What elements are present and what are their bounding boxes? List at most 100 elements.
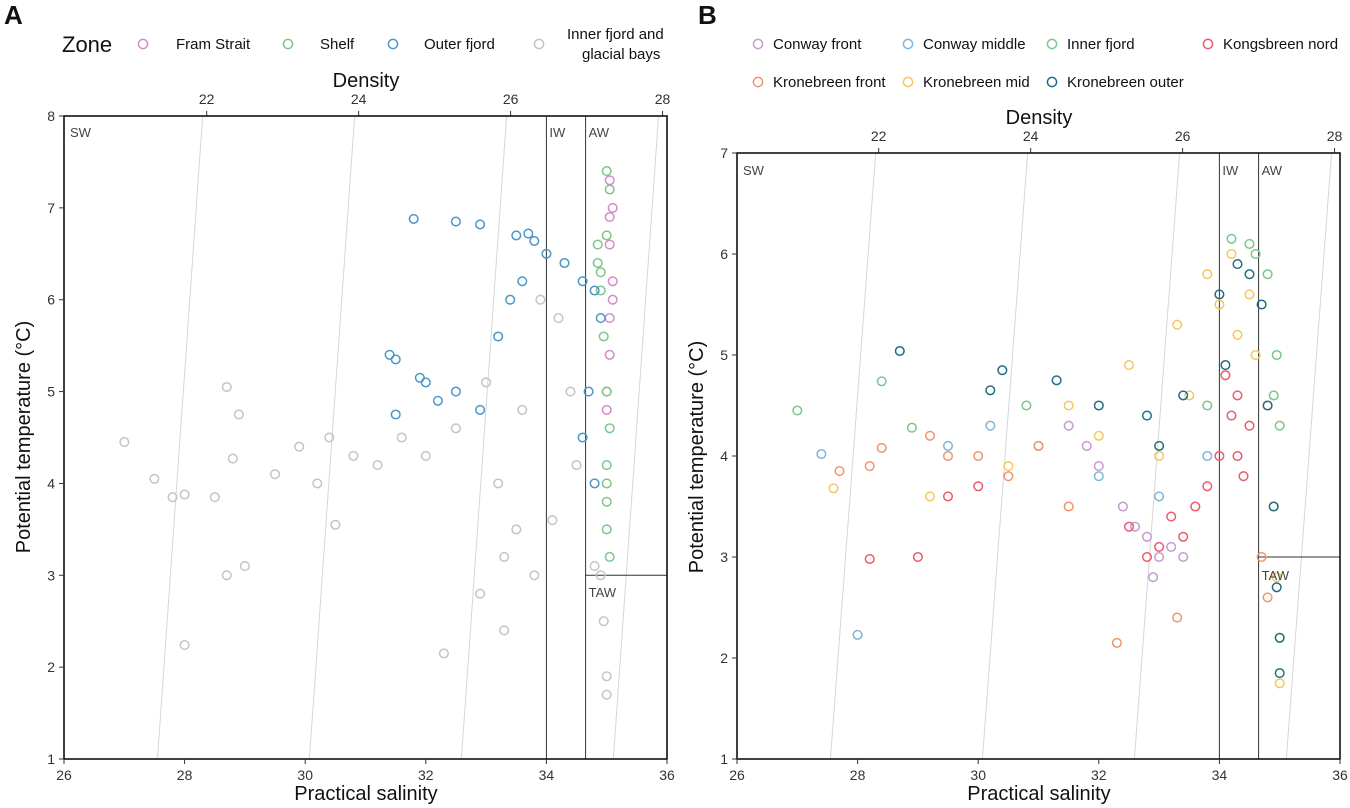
panel-a-series-shelf <box>592 166 615 562</box>
panel-a-point-outer-fjord-0 <box>408 213 419 224</box>
panel-b-series-kronebreen-outer <box>894 259 1285 679</box>
panel-b-point-kongsbreen-nord-5 <box>1214 450 1225 462</box>
panel-b-y-tick-label-7: 7 <box>720 145 728 161</box>
panel-a-point-shelf-12 <box>604 551 615 562</box>
panel-b-water-mass-taw: TAW <box>1262 568 1290 583</box>
legend-b-swatch-inner-fjord <box>1046 38 1058 50</box>
panel-b-point-kongsbreen-nord-6 <box>1226 410 1237 421</box>
panel-a-point-inner-fjord-and-glacial-bays-34 <box>601 671 612 682</box>
panel-a-density-label-26: 26 <box>503 91 519 107</box>
panel-b-point-conway-front-5 <box>1166 541 1177 552</box>
panel-a-x-tick-label-30: 30 <box>297 767 313 783</box>
panel-b-series-kongsbreen-nord <box>864 370 1255 565</box>
panel-a-y-tick-label-8: 8 <box>47 108 55 124</box>
panel-b-point-inner-fjord-2 <box>906 422 917 433</box>
panel-a-point-outer-fjord-24 <box>420 377 431 388</box>
panel-b-point-conway-middle-3 <box>985 420 996 431</box>
panel-a-point-fram-strait-5 <box>607 202 618 213</box>
panel-b-point-kongsbreen-nord-10 <box>1232 390 1243 401</box>
legend-b-swatch-kronebreen-outer <box>1046 76 1058 88</box>
panel-b-x-tick-label-30: 30 <box>970 767 986 783</box>
panel-a-point-shelf-6 <box>598 331 609 342</box>
panel-b-point-kronebreen-front-9 <box>1256 551 1267 563</box>
panel-a: A Zone Fram Strait Shelf Outer fjord Inn… <box>4 0 675 805</box>
panel-a-water-mass-iw: IW <box>549 125 566 140</box>
panel-a-point-shelf-10 <box>601 496 612 507</box>
panel-b-point-kronebreen-mid-10 <box>1244 289 1255 300</box>
panel-a-point-inner-fjord-and-glacial-bays-18 <box>499 551 510 562</box>
panel-a-series-fram-strait <box>601 175 618 415</box>
panel-b-point-kronebreen-outer-7 <box>1214 289 1225 300</box>
panel-b-point-kronebreen-outer-12 <box>1268 501 1279 512</box>
panel-b-x-label: Practical salinity <box>967 783 1110 805</box>
panel-b-point-inner-fjord-5 <box>1244 238 1255 249</box>
panel-a-isopycnal-22 <box>156 116 204 759</box>
panel-b-letter: B <box>698 0 717 30</box>
panel-a-point-outer-fjord-11 <box>517 276 528 287</box>
panel-a-isopycnal-26 <box>460 116 508 759</box>
panel-a-point-outer-fjord-2 <box>475 219 486 230</box>
legend-b-label-kronebreen-outer: Kronebreen outer <box>1067 74 1184 91</box>
panel-b-point-inner-fjord-0 <box>792 405 803 416</box>
panel-b-x-tick-label-34: 34 <box>1212 767 1228 783</box>
panel-b-point-kronebreen-front-4 <box>942 450 954 462</box>
panel-a-y-tick-label-5: 5 <box>47 384 55 400</box>
panel-a-point-outer-fjord-19 <box>595 313 606 324</box>
legend-b-swatch-conway-middle <box>902 38 914 50</box>
panel-a-point-inner-fjord-and-glacial-bays-5 <box>227 453 238 464</box>
panel-b: B Conway front Conway middle Inner fjord… <box>686 0 1348 805</box>
panel-a-x-tick-label-26: 26 <box>56 767 72 783</box>
legend-a-label-outer-fjord: Outer fjord <box>424 36 495 53</box>
panel-b-point-conway-front-0 <box>1063 420 1074 431</box>
panel-a-y-tick-label-1: 1 <box>47 751 55 767</box>
panel-b-point-kongsbreen-nord-1 <box>1154 541 1165 552</box>
panel-b-point-kronebreen-outer-15 <box>1274 668 1285 679</box>
panel-a-point-inner-fjord-and-glacial-bays-6 <box>269 469 281 480</box>
panel-b-point-kongsbreen-nord-0 <box>1123 521 1135 532</box>
panel-a-point-inner-fjord-and-glacial-bays-22 <box>179 640 190 651</box>
panel-b-x-tick-label-28: 28 <box>850 767 866 783</box>
panel-b-point-kronebreen-outer-1 <box>997 365 1008 376</box>
panel-b-point-kronebreen-outer-5 <box>1141 410 1153 421</box>
panel-b-point-inner-fjord-9 <box>1268 390 1279 401</box>
panel-b-point-kronebreen-front-1 <box>864 461 875 472</box>
panel-a-point-inner-fjord-and-glacial-bays-9 <box>324 432 335 443</box>
panel-b-point-kongsbreen-nord-12 <box>864 553 875 565</box>
panel-b-point-inner-fjord-8 <box>1274 420 1285 431</box>
panel-b-point-kronebreen-front-3 <box>924 430 936 441</box>
panel-a-point-shelf-0 <box>601 166 612 177</box>
panel-a-point-inner-fjord-and-glacial-bays-10 <box>348 450 359 461</box>
legend-b-swatch-kronebreen-front <box>752 76 764 88</box>
panel-b-isopycnal-24 <box>981 153 1029 759</box>
panel-a-isopycnal-24 <box>308 116 356 759</box>
panel-a-y-tick-label-7: 7 <box>47 200 55 216</box>
panel-a-point-inner-fjord-and-glacial-bays-24 <box>239 561 250 572</box>
panel-a-point-inner-fjord-and-glacial-bays-31 <box>571 460 582 471</box>
legend-b-swatch-kronebreen-mid <box>902 76 914 88</box>
panel-b-y-tick-label-4: 4 <box>720 448 728 464</box>
panel-b-point-kronebreen-outer-13 <box>1271 582 1282 593</box>
panel-b-point-kronebreen-outer-16 <box>1154 440 1165 451</box>
panel-a-point-outer-fjord-13 <box>384 349 395 360</box>
panel-a-point-shelf-14 <box>601 478 612 489</box>
panel-b-point-conway-front-9 <box>1129 521 1141 532</box>
panel-a-point-outer-fjord-3 <box>511 230 522 241</box>
panel-a-density-label-24: 24 <box>351 91 367 107</box>
panel-a-y-tick-label-2: 2 <box>47 659 55 675</box>
panel-a-point-inner-fjord-and-glacial-bays-16 <box>493 478 504 489</box>
panel-b-point-kongsbreen-nord-8 <box>1238 471 1249 482</box>
panel-a-density-label-28: 28 <box>655 91 671 107</box>
panel-a-water-mass-sw: SW <box>70 125 92 140</box>
panel-a-point-shelf-5 <box>595 267 606 278</box>
panel-a-point-outer-fjord-12 <box>493 331 504 342</box>
panel-b-point-inner-fjord-1 <box>876 376 887 387</box>
panel-b-point-conway-front-3 <box>1141 531 1153 542</box>
panel-a-point-inner-fjord-and-glacial-bays-39 <box>517 404 528 415</box>
panel-b-x-tick-label-32: 32 <box>1091 767 1107 783</box>
panel-b-point-inner-fjord-3 <box>1021 400 1032 411</box>
panel-b-water-mass-iw: IW <box>1222 163 1239 178</box>
panel-b-point-kronebreen-front-0 <box>834 466 845 477</box>
panel-b-point-kronebreen-mid-2 <box>1003 461 1014 472</box>
panel-a-series-inner-fjord-and-glacial-bays <box>119 294 612 700</box>
